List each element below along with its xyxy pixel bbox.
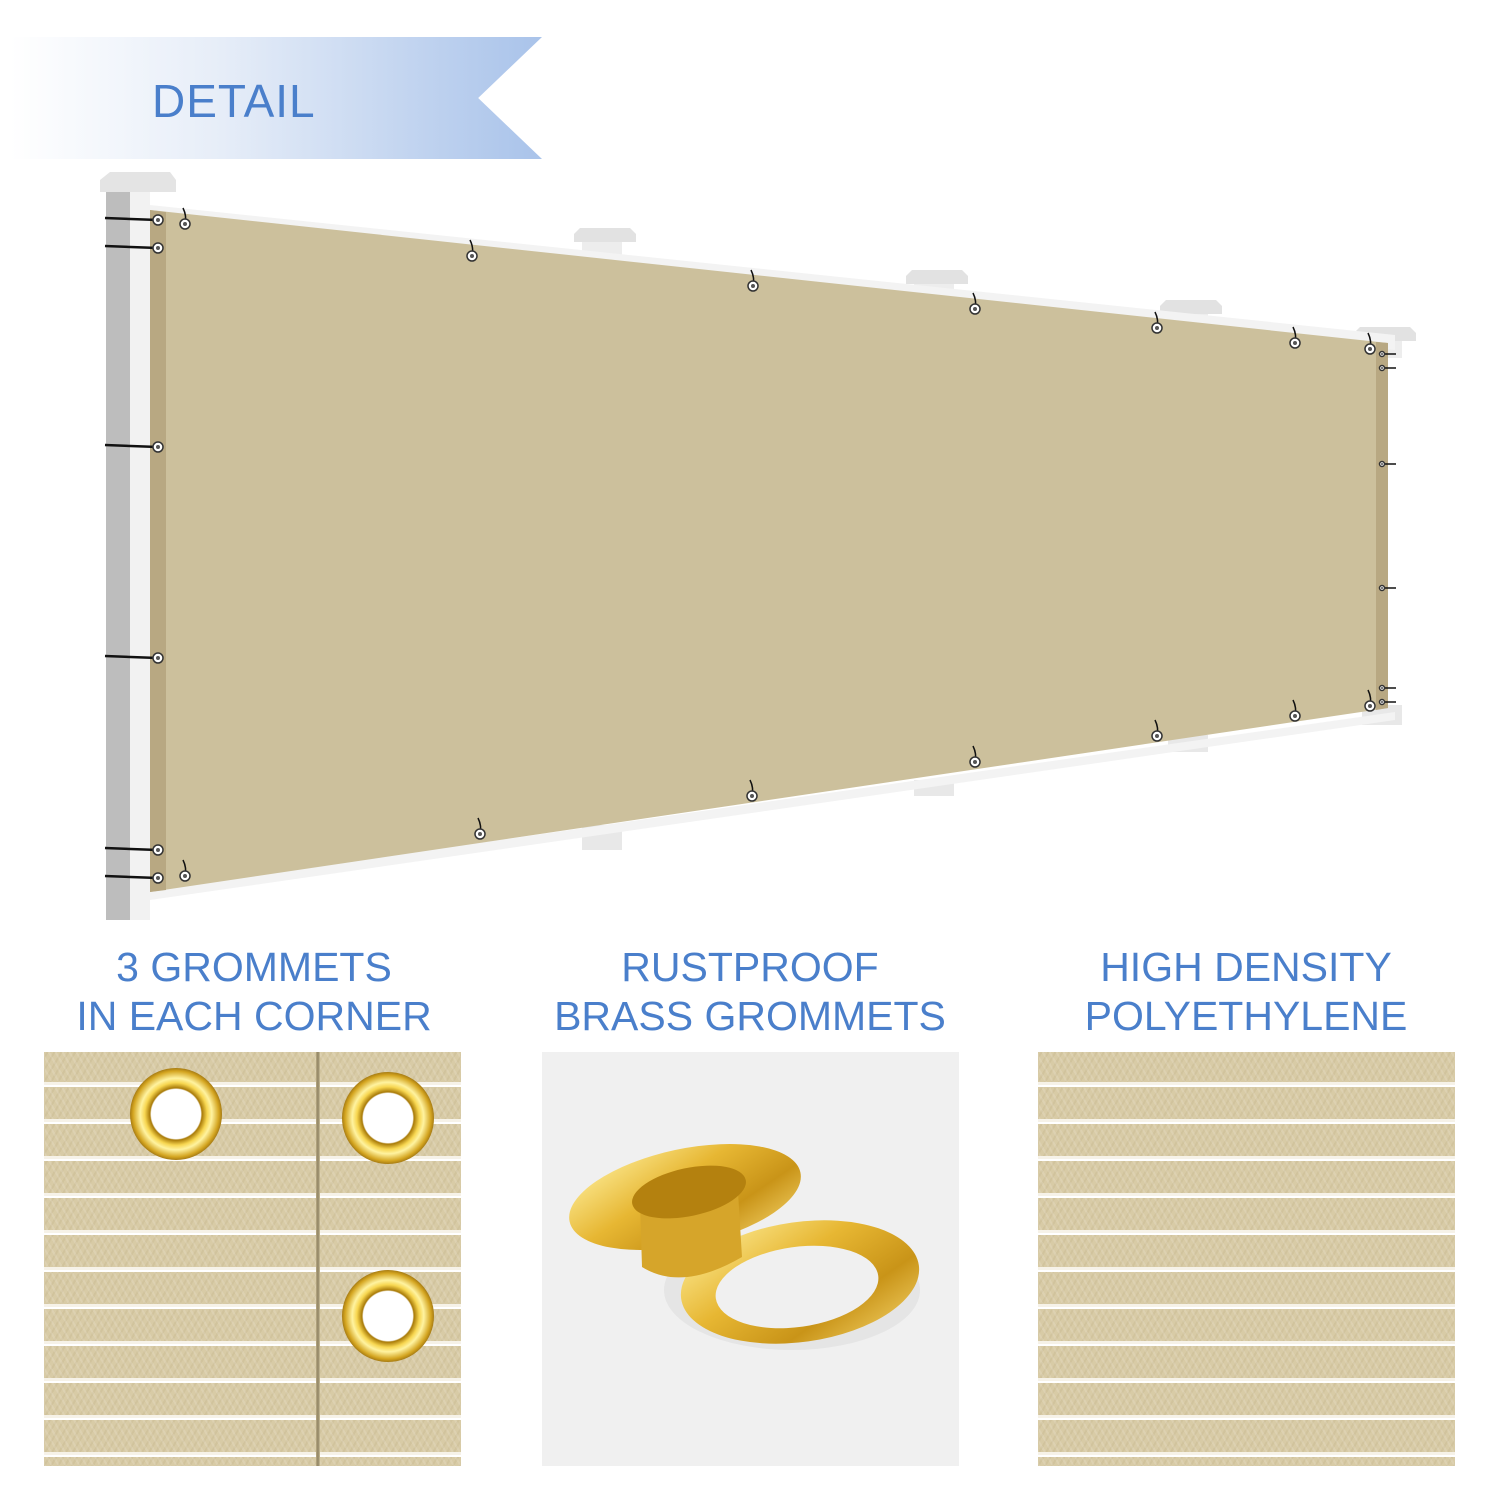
grommet-tie-icon bbox=[104, 844, 164, 856]
grommet-tie-icon bbox=[1378, 364, 1396, 372]
grommet-tie-icon bbox=[747, 269, 759, 292]
grommet-tie-icon bbox=[104, 652, 164, 664]
fence-post-left bbox=[100, 172, 176, 920]
grommet-tie-icon bbox=[474, 817, 486, 840]
fabric-hem-right bbox=[1376, 342, 1388, 710]
polyethylene-texture-photo bbox=[1038, 1052, 1455, 1466]
grommet-tie-icon bbox=[1364, 689, 1376, 712]
grommet-tie-icon bbox=[179, 207, 191, 230]
detail-banner bbox=[10, 37, 542, 159]
fence-privacy-screen-illustration bbox=[100, 172, 1416, 920]
grommet-tie-icon bbox=[104, 441, 164, 453]
fabric-seam bbox=[316, 1052, 320, 1466]
grommet-tie-icon bbox=[104, 242, 164, 254]
grommet-tie-icon bbox=[104, 872, 164, 884]
corner-grommets-photo bbox=[44, 1052, 461, 1466]
grommet-tie-icon bbox=[1289, 326, 1301, 349]
privacy-screen-fabric bbox=[150, 210, 1388, 892]
detail-banner-label: DETAIL bbox=[152, 75, 316, 127]
grommet-tie-icon bbox=[1378, 684, 1396, 692]
grommet-tie-icon bbox=[104, 214, 164, 226]
grommet-tie-icon bbox=[1289, 699, 1301, 722]
grommet-tie-icon bbox=[1378, 460, 1396, 468]
fence-bottom-rail bbox=[150, 712, 1395, 900]
caption-line: POLYETHYLENE bbox=[1084, 993, 1408, 1039]
grommet-tie-icon bbox=[466, 239, 478, 262]
feature-caption-brass: RUSTPROOF BRASS GROMMETS bbox=[500, 943, 1000, 1041]
caption-line: IN EACH CORNER bbox=[76, 993, 432, 1039]
grommet-tie-icon bbox=[1151, 311, 1163, 334]
brass-grommet-pair-icon bbox=[569, 1144, 920, 1350]
feature-caption-material: HIGH DENSITY POLYETHYLENE bbox=[996, 943, 1496, 1041]
feature-caption-corners: 3 GROMMETS IN EACH CORNER bbox=[4, 943, 504, 1041]
brass-grommets-photo bbox=[542, 1052, 959, 1466]
grommet-tie-icon bbox=[746, 779, 758, 802]
grommet-tie-icon bbox=[1364, 332, 1376, 355]
grommet-icon bbox=[342, 1270, 434, 1362]
grommet-tie-icon bbox=[179, 859, 191, 882]
grommet-tie-icon bbox=[1151, 719, 1163, 742]
caption-line: RUSTPROOF bbox=[621, 944, 879, 990]
grommet-tie-icon bbox=[969, 292, 981, 315]
grommet-tie-icon bbox=[1378, 350, 1396, 358]
grommet-icon bbox=[342, 1072, 434, 1164]
caption-line: 3 GROMMETS bbox=[116, 944, 392, 990]
grommet-tie-icon bbox=[969, 745, 981, 768]
grommet-tie-icon bbox=[1378, 584, 1396, 592]
grommet-icon bbox=[130, 1068, 222, 1160]
caption-line: HIGH DENSITY bbox=[1100, 944, 1392, 990]
grommet-tie-icon bbox=[1378, 698, 1396, 706]
caption-line: BRASS GROMMETS bbox=[554, 993, 946, 1039]
fabric-hem-left bbox=[150, 210, 166, 892]
